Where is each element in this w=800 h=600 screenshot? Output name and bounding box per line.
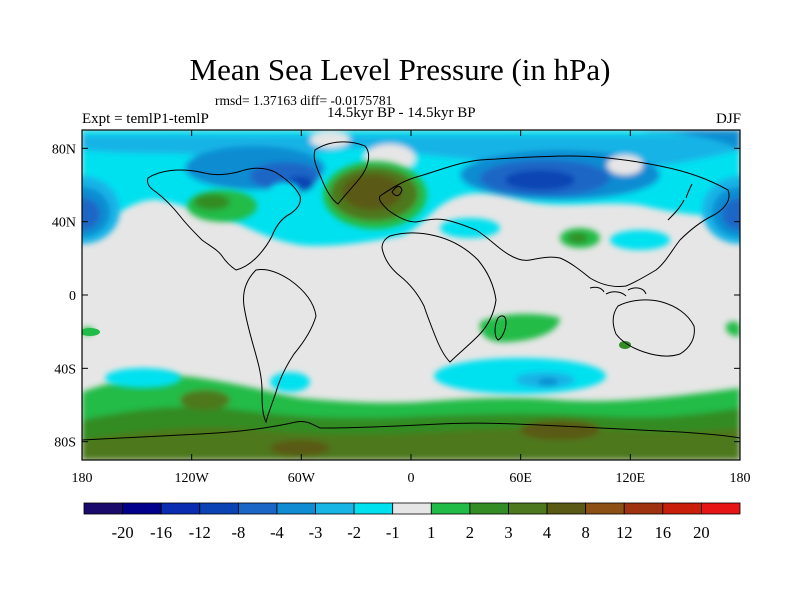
x-tick-label: 0 — [408, 471, 415, 486]
colorbar-swatch — [546, 502, 587, 515]
colorbar-swatch — [392, 502, 432, 515]
chart-subtitle: 14.5kyr BP - 14.5kyr BP — [327, 105, 476, 121]
colorbar-swatch — [199, 502, 239, 515]
y-tick-label: 40S — [54, 362, 76, 377]
experiment-label: Expt = temlP1-temlP — [82, 111, 209, 127]
colorbar-swatch — [469, 502, 509, 515]
coast-africa — [381, 232, 497, 363]
map-field — [82, 130, 740, 460]
colorbar-swatch — [508, 502, 548, 515]
colorbar-swatch — [430, 502, 471, 515]
australia-patch — [619, 341, 631, 349]
colorbar-swatch — [315, 502, 355, 515]
coastlines — [82, 141, 740, 441]
coast-madagascar — [494, 315, 507, 341]
y-tick-label: 0 — [69, 289, 76, 304]
colorbar-label: -3 — [309, 523, 323, 542]
chart-title: Mean Sea Level Pressure (in hPa) — [189, 52, 611, 87]
x-tick-label: 120W — [175, 471, 210, 486]
colorbar-label: -8 — [231, 523, 245, 542]
colorbar-label: 20 — [693, 523, 710, 542]
colorbar-swatch — [83, 502, 123, 515]
coast-south-america — [243, 269, 317, 424]
colorbar-swatch — [237, 502, 278, 515]
colorbar-label: 1 — [427, 523, 435, 542]
north-atlantic-high — [187, 161, 600, 248]
colorbar-swatch — [276, 502, 316, 515]
south-indian-low — [270, 313, 606, 394]
x-tick-label: 60W — [288, 471, 316, 486]
x-tick-label: 120E — [616, 471, 646, 486]
colorbar-label: 12 — [616, 523, 633, 542]
colorbar-label: -4 — [270, 523, 284, 542]
colorbar-swatch — [623, 502, 664, 515]
y-tick-label: 40N — [52, 216, 76, 231]
coast-north-america — [147, 167, 301, 271]
coast-antarctica — [82, 421, 740, 441]
colorbar: -20 -16 -12 -8 -4 -3 -2 -1 1 2 3 4 8 12 16 20 — [83, 502, 741, 542]
stats-line: rmsd= 1.37163 diff= -0.0175781 — [215, 93, 393, 108]
season-label: DJF — [715, 111, 741, 127]
axes: 180 120W 60W 0 60E 120E 180 80N 40N 0 40S 80S — [52, 130, 751, 486]
colorbar-swatch — [122, 502, 162, 515]
y-tick-label: 80N — [52, 142, 76, 157]
colorbar-label: -1 — [386, 523, 400, 542]
colorbar-label: 16 — [655, 523, 672, 542]
pacific-patch — [105, 368, 181, 388]
x-tick-label: 180 — [730, 471, 751, 486]
colorbar-swatch — [662, 502, 702, 515]
colorbar-swatch — [701, 502, 741, 515]
coast-british-isles — [391, 185, 403, 197]
x-tick-label: 180 — [72, 471, 93, 486]
west-edge-patch — [82, 328, 100, 336]
colorbar-label: 2 — [466, 523, 474, 542]
colorbar-swatch — [353, 502, 394, 515]
y-tick-label: 80S — [54, 436, 76, 451]
colorbar-label: -12 — [189, 523, 211, 542]
colorbar-label: 4 — [543, 523, 551, 542]
x-tick-label: 60E — [509, 471, 532, 486]
colorbar-label: -20 — [112, 523, 134, 542]
colorbar-swatch — [160, 502, 201, 515]
colorbar-label: 3 — [504, 523, 512, 542]
colorbar-label: -2 — [347, 523, 361, 542]
coast-eurasia — [379, 155, 730, 287]
colorbar-label: 8 — [582, 523, 590, 542]
coast-indonesia — [589, 286, 647, 297]
coast-japan — [667, 183, 693, 221]
colorbar-label: -16 — [150, 523, 172, 542]
coast-australia — [612, 299, 695, 357]
coast-greenland — [313, 141, 370, 205]
colorbar-swatch — [585, 502, 625, 515]
